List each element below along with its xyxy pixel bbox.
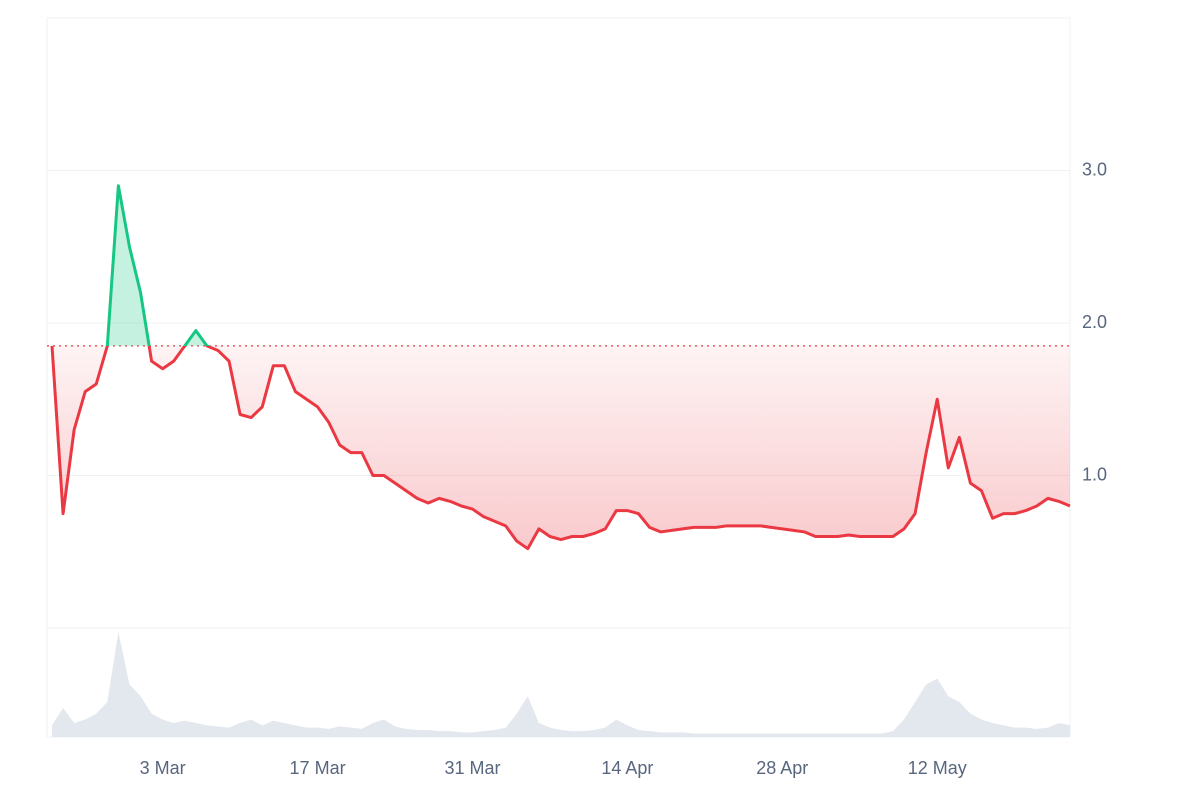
x-tick-label: 31 Mar	[444, 758, 500, 778]
x-tick-label: 14 Apr	[601, 758, 653, 778]
price-line	[50, 184, 1071, 551]
price-area	[52, 185, 1070, 549]
x-tick-label: 3 Mar	[140, 758, 186, 778]
y-tick-label: 1.0	[1082, 464, 1107, 484]
y-tick-label: 2.0	[1082, 312, 1107, 332]
x-tick-label: 28 Apr	[756, 758, 808, 778]
x-tick-label: 12 May	[908, 758, 967, 778]
x-tick-label: 17 Mar	[290, 758, 346, 778]
y-tick-label: 3.0	[1082, 159, 1107, 179]
volume-area	[52, 632, 1070, 737]
